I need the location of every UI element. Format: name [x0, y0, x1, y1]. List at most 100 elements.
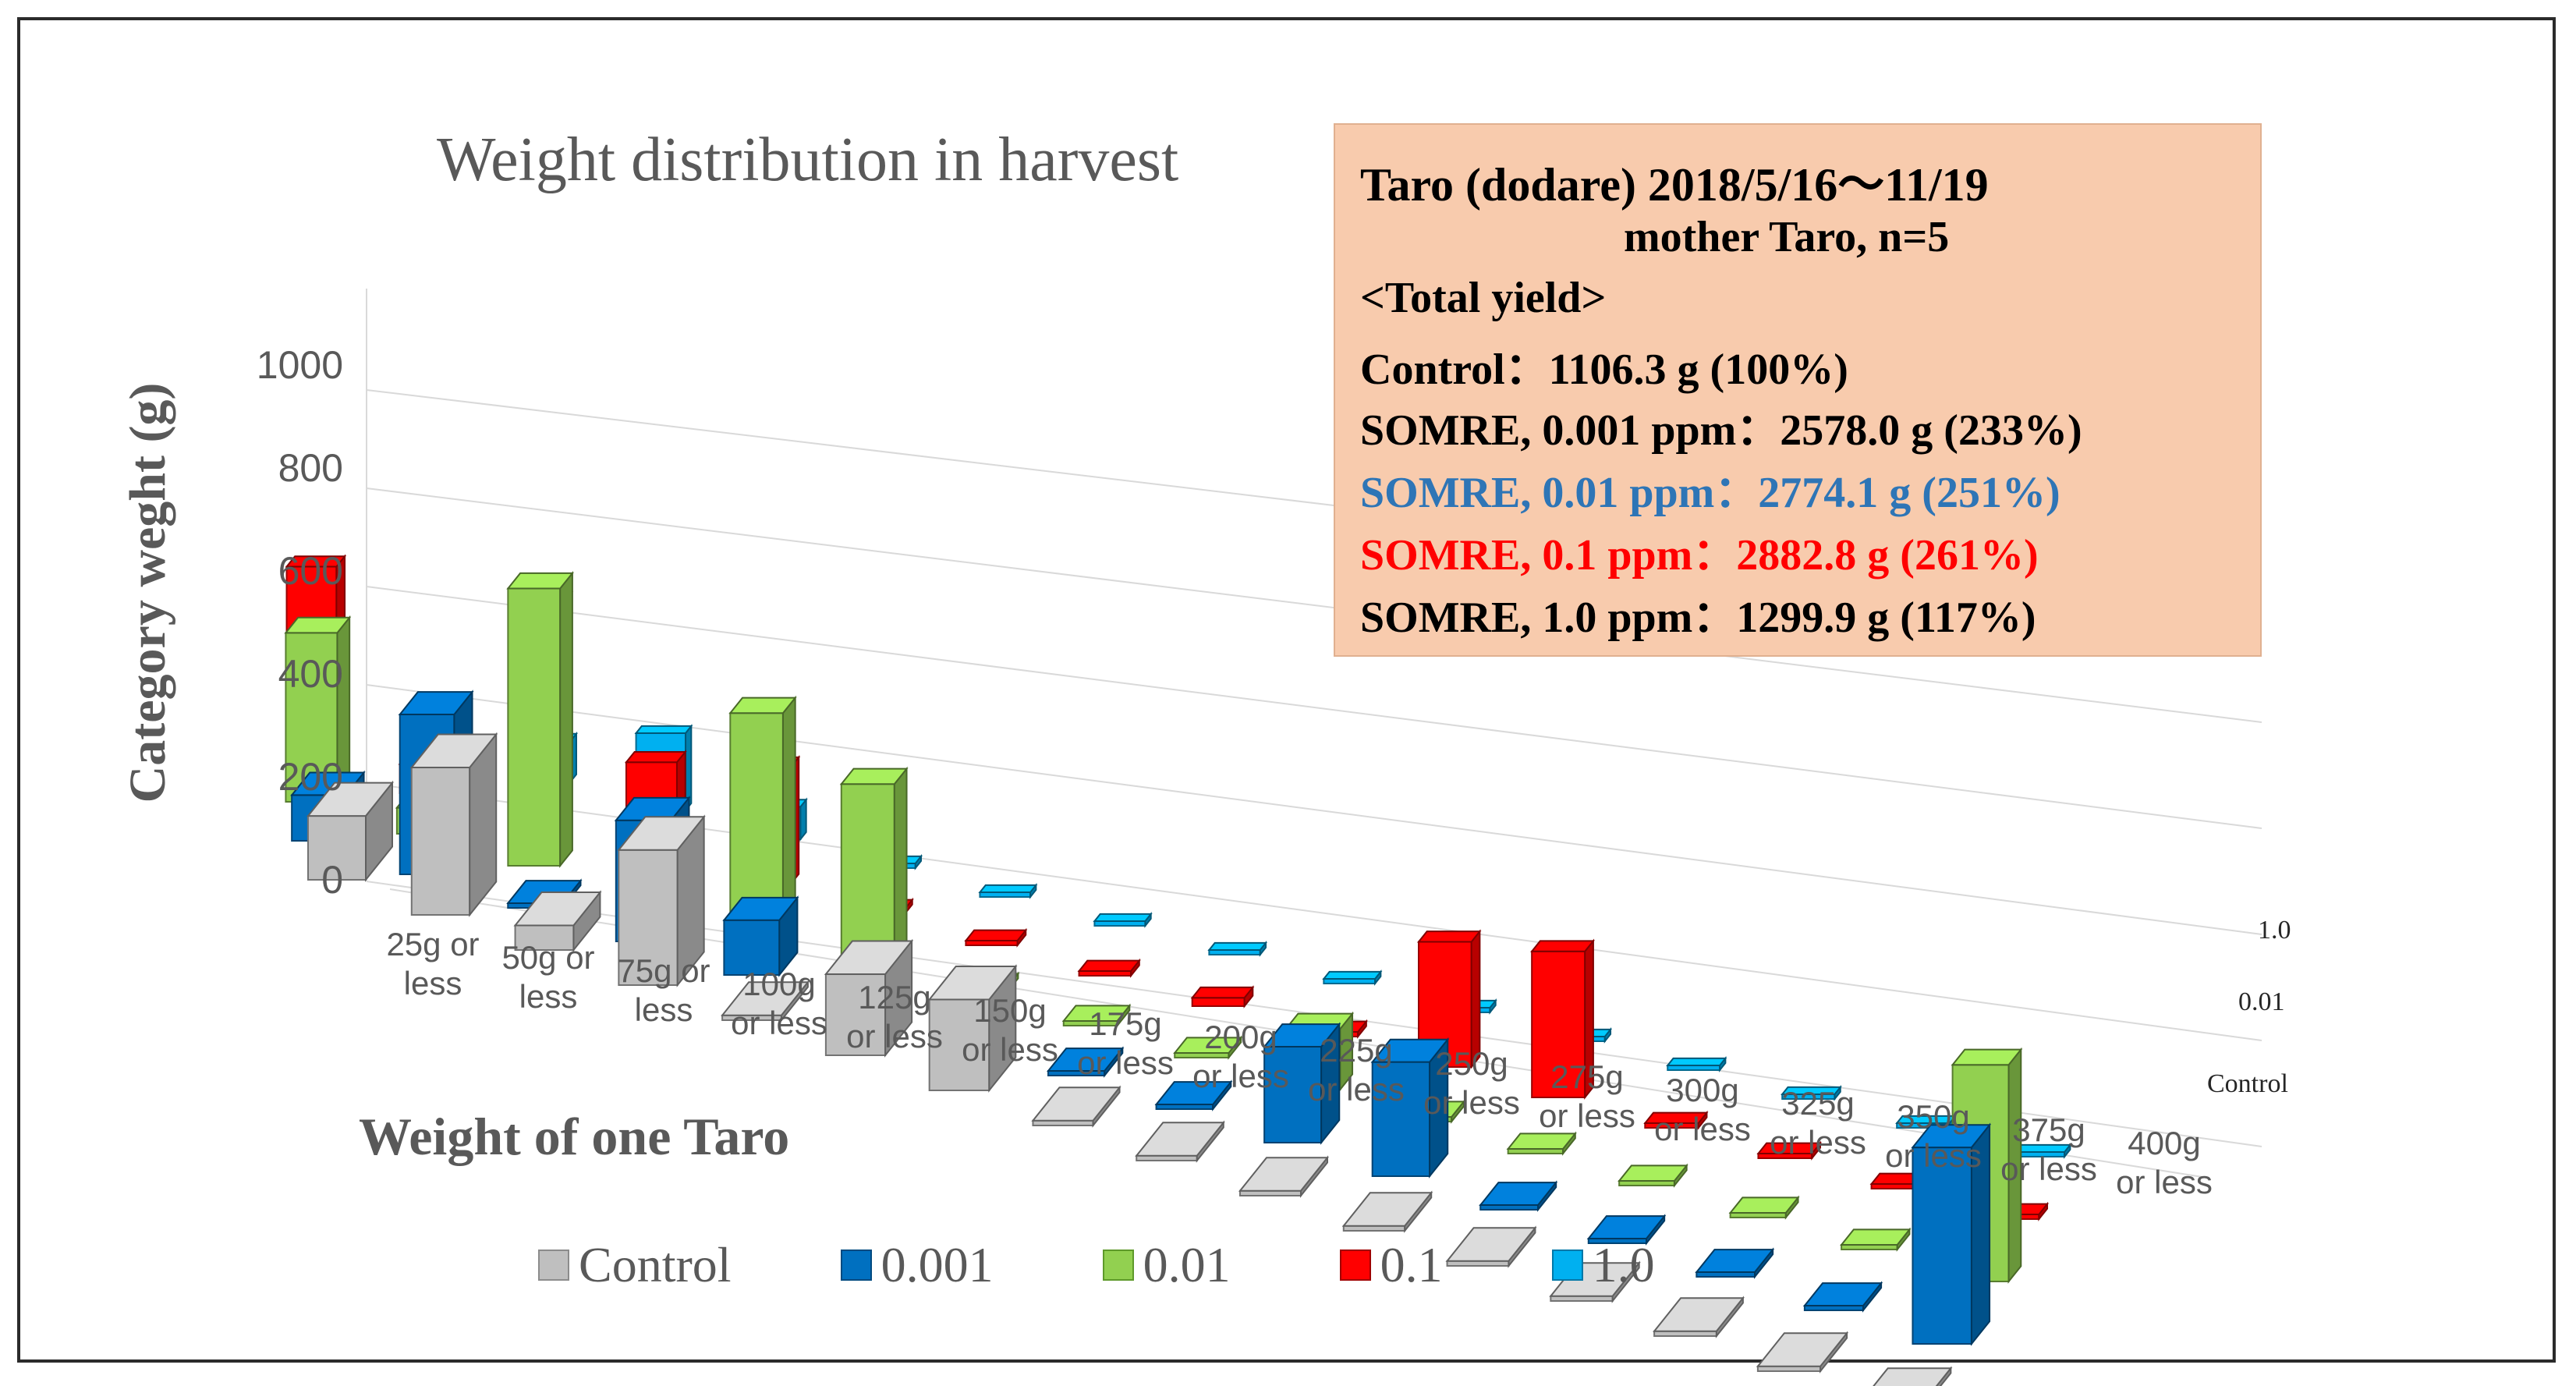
bar-top-face [1506, 1133, 1577, 1150]
bar-001-12 [1506, 1131, 1577, 1156]
y-tick-800: 800 [278, 446, 343, 490]
bar-front-face [928, 998, 990, 1091]
bar-top-face [839, 767, 909, 785]
gridline-800 [366, 487, 2262, 723]
bar-001-9 [1173, 1035, 1243, 1060]
x-tick-line1: 275g [1550, 1058, 1623, 1095]
legend-item-001: 0.01 [1102, 1236, 1231, 1294]
bar-control-15 [1756, 1331, 1849, 1374]
bar-control-12 [1445, 1225, 1537, 1268]
bar-10-10 [1322, 969, 1383, 986]
bar-01-9 [1190, 985, 1255, 1008]
bar-top-face [1077, 959, 1141, 972]
bar-top-face [624, 750, 687, 764]
x-tick-line1: 75g or [617, 952, 710, 989]
x-tick-line1: 250g [1435, 1045, 1508, 1082]
bar-0001-5 [722, 895, 799, 977]
depth-tick-10: 1.0 [2258, 916, 2291, 945]
legend-label-10: 1.0 [1592, 1237, 1655, 1292]
x-tick-line2: or less [846, 1018, 943, 1055]
bar-front-face [729, 712, 784, 930]
legend-label-control: Control [579, 1237, 732, 1292]
x-tick-line2: less [404, 965, 462, 1001]
depth-axis-ticks: Control 0.01 1.0 [2207, 916, 2291, 1098]
bar-top-face [1618, 1164, 1688, 1182]
bar-top-face [306, 782, 395, 817]
bar-top-face [1445, 1227, 1537, 1262]
chart-legend: Control 0.001 0.01 0.1 1.0 [538, 1234, 1764, 1296]
x-tick-line2: or less [2000, 1150, 2097, 1187]
chart-title: Weight distribution in harvest [437, 126, 1179, 194]
x-tick-line2: or less [731, 1005, 827, 1041]
y-axis-title-text: Category weght (g) [119, 382, 176, 803]
legend-item-control: Control [538, 1236, 732, 1294]
x-tick-line1: 150g [973, 992, 1046, 1029]
bar-01-13 [1643, 1110, 1709, 1130]
bar-001-3 [506, 570, 574, 868]
legend-swatch-0001 [840, 1250, 872, 1281]
gridline-600 [366, 586, 2262, 829]
info-total-yield-heading: <Total yield> [1360, 274, 1607, 322]
bar-front-face [840, 783, 895, 962]
bar-10-13 [1666, 1056, 1727, 1072]
chart-bars [284, 554, 2072, 1386]
bar-top-face [927, 965, 1018, 1001]
bar-control-8 [1031, 1085, 1121, 1128]
y-tick-600: 600 [278, 549, 343, 593]
bar-top-face [1695, 1249, 1775, 1273]
bar-0001-8 [1046, 1046, 1125, 1078]
x-tick-line2: or less [1770, 1124, 1866, 1161]
bar-control-2 [409, 732, 498, 917]
y-tick-1000: 1000 [257, 343, 343, 387]
bar-top-face [634, 725, 693, 735]
x-tick-line1: 350g [1897, 1098, 1969, 1135]
bar-top-face [1653, 1297, 1745, 1332]
bar-control-11 [1341, 1190, 1433, 1233]
bar-top-face [398, 691, 474, 716]
bar-top-face [964, 929, 1028, 941]
bar-10-8 [1093, 912, 1153, 928]
bar-top-face [1643, 1111, 1709, 1124]
x-tick-line2: or less [1423, 1084, 1520, 1121]
y-tick-0: 0 [321, 858, 343, 902]
depth-tick-001: 0.01 [2238, 987, 2285, 1016]
bar-top-face [1046, 1047, 1125, 1072]
bar-control-7 [927, 964, 1018, 1093]
bar-control-16 [1873, 1366, 1953, 1386]
x-tick-line1: 50g or [501, 939, 594, 976]
info-10-yield: SOMRE, 1.0 ppm：1299.9 g (117%) [1360, 594, 2036, 642]
x-tick-line2: or less [2116, 1164, 2213, 1200]
bar-01-8 [1077, 958, 1141, 978]
bar-control-3 [513, 890, 602, 952]
bar-01-12 [1530, 938, 1595, 1100]
bar-top-face [1911, 1124, 1992, 1149]
x-tick-line2: or less [962, 1031, 1058, 1068]
legend-label-0001: 0.001 [881, 1237, 994, 1292]
legend-swatch-control [538, 1250, 569, 1281]
legend-item-01: 0.1 [1339, 1236, 1443, 1294]
bar-top-face [1263, 1023, 1341, 1048]
bar-top-face [1135, 1122, 1225, 1157]
depth-tick-control: Control [2207, 1069, 2288, 1098]
bar-001-14 [1728, 1195, 1800, 1220]
bar-top-face [978, 884, 1038, 893]
x-tick-line1: 175g [1089, 1005, 1161, 1042]
bar-top-face [617, 816, 706, 851]
bar-top-face [1238, 1157, 1330, 1192]
x-tick-line1: 25g or [386, 926, 479, 962]
bar-0001-10 [1263, 1022, 1341, 1145]
bar-top-face [1873, 1367, 1953, 1386]
bar-001-8 [1061, 1003, 1132, 1028]
bar-top-face [1728, 1196, 1800, 1214]
x-tick-line2: or less [1192, 1058, 1289, 1094]
x-tick-line1: 375g [2012, 1111, 2085, 1148]
bar-front-face [507, 587, 562, 867]
bar-top-face [284, 616, 352, 634]
x-tick-line1: 300g [1666, 1072, 1738, 1108]
x-tick-line1: 225g [1320, 1032, 1392, 1069]
bar-001-13 [1618, 1163, 1688, 1188]
bar-10-7 [978, 883, 1038, 899]
bar-top-face [1840, 1228, 1912, 1246]
bar-001-6 [839, 766, 909, 964]
